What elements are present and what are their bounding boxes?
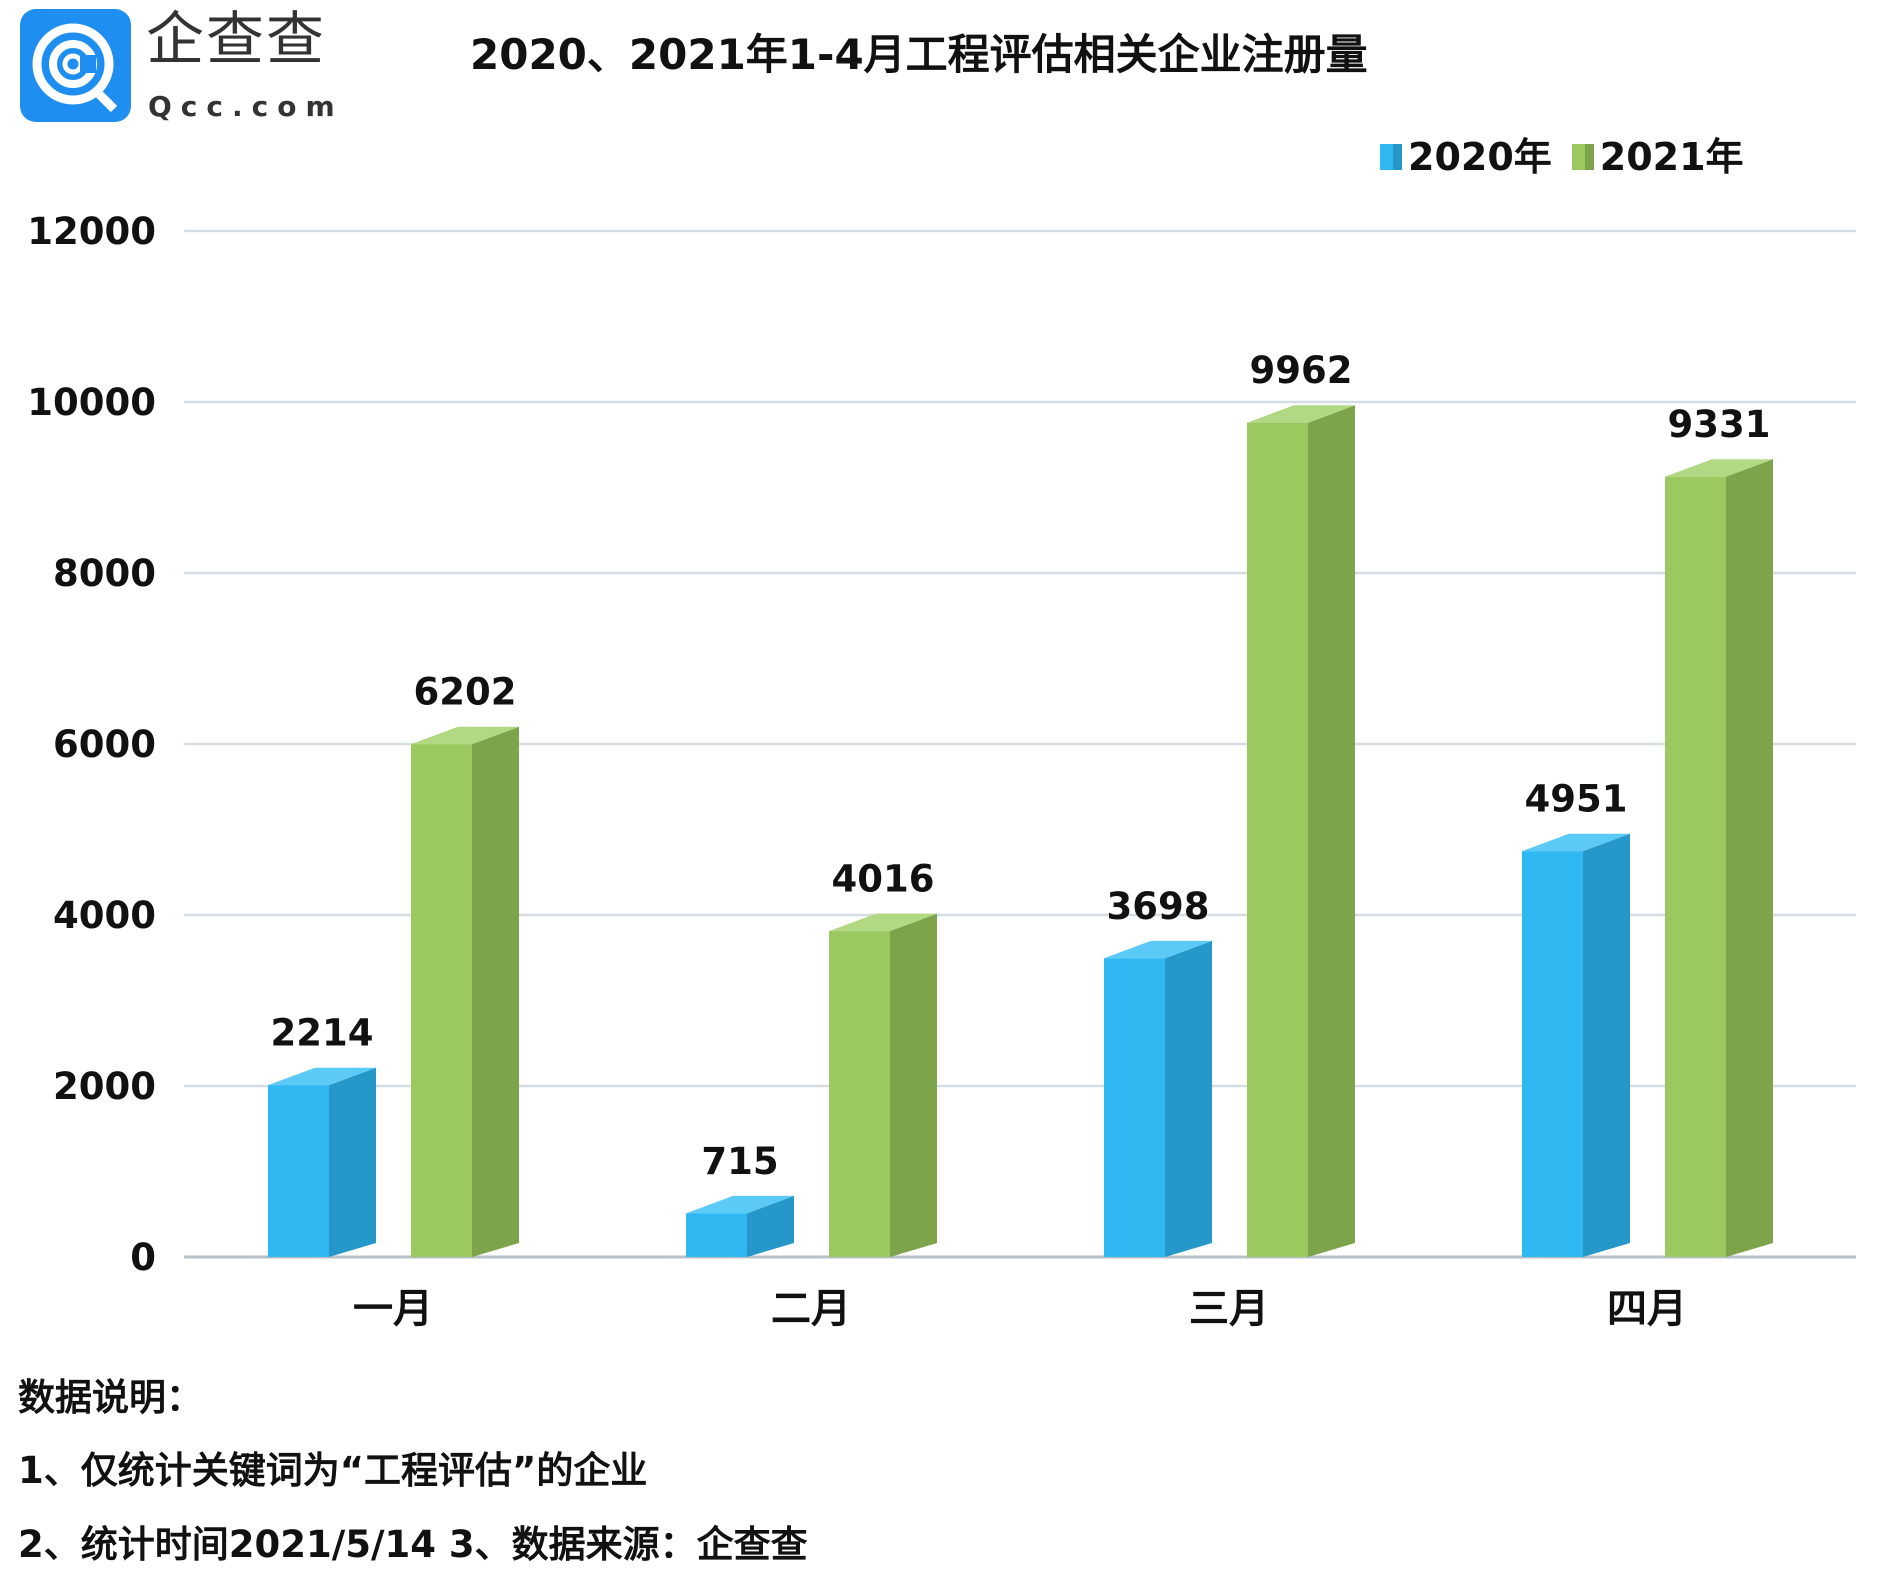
bar-front xyxy=(1104,958,1165,1257)
y-tick-label: 2000 xyxy=(53,1065,156,1108)
data-label: 3698 xyxy=(1107,885,1210,928)
logo-text-en: Qcc.com xyxy=(148,90,344,123)
notes-line-1: 1、仅统计关键词为“工程评估”的企业 xyxy=(18,1449,648,1492)
bar-chart: 0 2000 4000 6000 8000 10000 12000 一月 2214 6202 二月 7… xyxy=(27,210,1856,1332)
y-tick-label: 12000 xyxy=(27,210,156,253)
bar-front xyxy=(1522,851,1583,1257)
bar-top xyxy=(1665,459,1773,477)
y-tick-label: 8000 xyxy=(53,552,156,595)
bar-top xyxy=(1247,405,1355,423)
bar-2020-1 xyxy=(686,1195,794,1257)
bar-2020-3 xyxy=(1522,833,1630,1257)
bar-top xyxy=(829,913,937,932)
x-tick-label: 四月 xyxy=(1607,1286,1687,1332)
data-label: 9962 xyxy=(1250,349,1353,392)
bar-front xyxy=(1247,422,1308,1258)
data-label: 6202 xyxy=(414,671,517,714)
legend-label-2021: 2021年 xyxy=(1599,135,1744,179)
legend-item-2021: 2021年 xyxy=(1571,134,1744,180)
bar-top xyxy=(268,1067,376,1086)
legend-label-2020: 2020年 xyxy=(1408,135,1552,179)
x-tick-label: 二月 xyxy=(771,1286,851,1332)
legend-swatch-2021 xyxy=(1571,144,1594,170)
bar-front xyxy=(411,744,472,1257)
bar-top xyxy=(1522,833,1630,852)
bar-side xyxy=(329,1067,376,1257)
bar-2021-1 xyxy=(829,913,937,1257)
bar-top xyxy=(411,726,519,745)
bar-side xyxy=(1726,459,1773,1258)
bar-side xyxy=(1583,833,1630,1257)
data-label: 2214 xyxy=(271,1012,374,1055)
bar-top xyxy=(1104,940,1212,959)
y-tick-label: 4000 xyxy=(53,894,156,937)
chart-title: 2020、2021年1-4月工程评估相关企业注册量 xyxy=(470,30,1368,79)
data-label: 9331 xyxy=(1668,403,1771,446)
x-tick-label: 一月 xyxy=(353,1286,433,1332)
notes-heading: 数据说明： xyxy=(18,1376,203,1419)
bar-2021-3 xyxy=(1665,459,1773,1258)
bar-side xyxy=(472,726,519,1257)
x-tick-label: 三月 xyxy=(1189,1286,1269,1332)
legend: 2020年 2021年 xyxy=(1380,134,1744,180)
bar-side xyxy=(1308,405,1355,1257)
bar-front xyxy=(1665,476,1726,1257)
data-label: 4016 xyxy=(832,858,935,901)
bar-top xyxy=(686,1195,794,1214)
qcc-logo-icon xyxy=(20,9,131,122)
logo-text-cn: 企查查 xyxy=(146,5,327,73)
bar-side xyxy=(747,1195,794,1257)
bar-2020-0 xyxy=(268,1067,376,1257)
legend-swatch-2020 xyxy=(1380,144,1402,170)
bar-2021-2 xyxy=(1247,405,1355,1258)
y-tick-label: 10000 xyxy=(27,381,156,424)
data-label: 715 xyxy=(701,1140,778,1183)
data-label: 4951 xyxy=(1525,778,1628,821)
y-tick-label: 0 xyxy=(130,1236,156,1279)
bar-2021-0 xyxy=(411,726,519,1257)
bar-side xyxy=(890,913,937,1257)
bar-front xyxy=(686,1213,747,1257)
bar-side xyxy=(1165,940,1212,1257)
legend-item-2020: 2020年 xyxy=(1380,134,1552,180)
bar-front xyxy=(268,1085,329,1257)
bar-front xyxy=(829,931,890,1257)
bar-2020-2 xyxy=(1104,940,1212,1257)
y-tick-label: 6000 xyxy=(53,723,156,766)
notes-line-2: 2、统计时间2021/5/14 3、数据来源：企查查 xyxy=(18,1523,808,1566)
